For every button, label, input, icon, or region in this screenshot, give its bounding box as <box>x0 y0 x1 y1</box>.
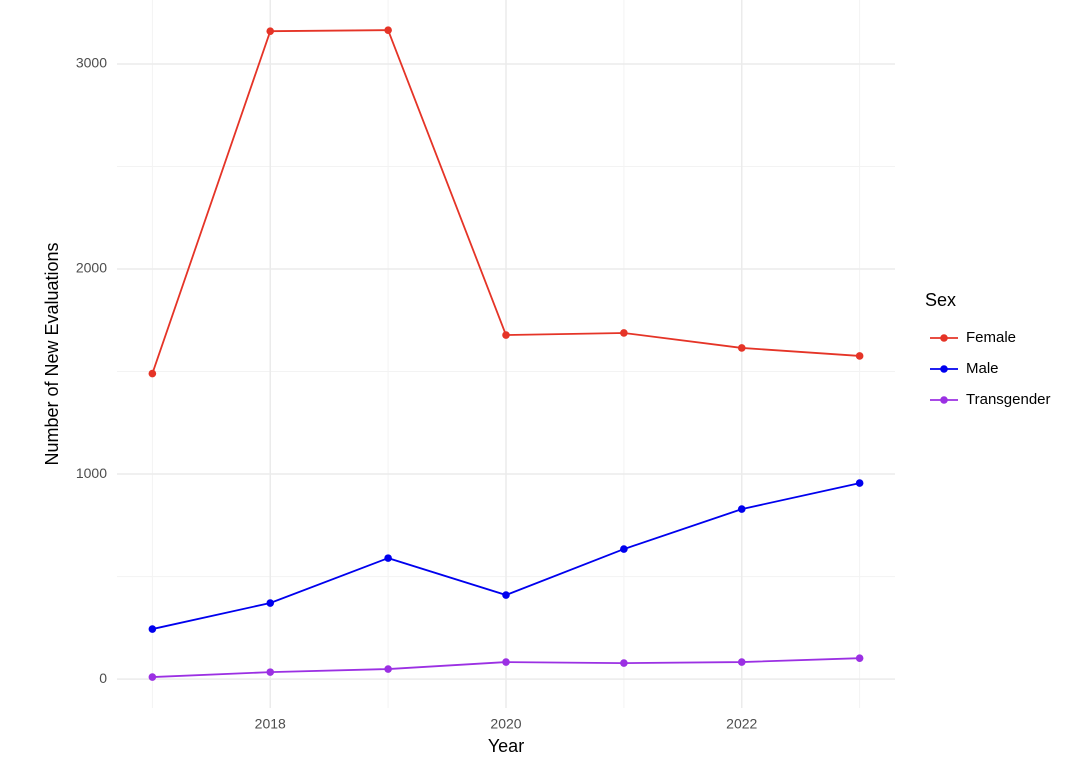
legend-key-point <box>940 396 948 404</box>
data-point <box>502 591 510 599</box>
y-tick-label: 3000 <box>76 55 107 71</box>
x-tick-label: 2020 <box>490 716 521 732</box>
data-point <box>266 599 275 607</box>
x-tick-label: 2018 <box>255 716 286 732</box>
data-point <box>384 26 392 34</box>
legend-label: Transgender <box>966 391 1051 408</box>
data-point <box>620 545 628 553</box>
data-point <box>148 369 157 378</box>
data-point <box>148 625 157 633</box>
x-tick-label: 2022 <box>726 716 757 732</box>
legend-key-point <box>940 365 948 373</box>
y-axis-title: Number of New Evaluations <box>42 242 62 465</box>
y-tick-label: 1000 <box>76 465 107 481</box>
data-point <box>502 331 510 339</box>
y-tick-label: 2000 <box>76 260 107 276</box>
data-point <box>502 658 510 666</box>
data-point <box>737 505 746 513</box>
x-axis-title: Year <box>488 736 524 756</box>
data-point <box>737 344 746 352</box>
legend-key-point <box>940 334 948 342</box>
data-point <box>620 329 628 337</box>
data-point <box>855 479 864 487</box>
data-point <box>620 659 628 667</box>
data-point <box>266 668 275 676</box>
data-point <box>737 658 746 666</box>
legend-title: Sex <box>925 290 956 310</box>
legend-label: Female <box>966 329 1016 346</box>
data-point <box>855 654 864 662</box>
data-point <box>855 352 864 360</box>
data-point <box>148 673 157 681</box>
y-tick-label: 0 <box>99 670 107 686</box>
data-point <box>384 554 392 562</box>
data-point <box>266 27 275 35</box>
data-point <box>384 665 392 673</box>
legend-label: Male <box>966 360 999 377</box>
